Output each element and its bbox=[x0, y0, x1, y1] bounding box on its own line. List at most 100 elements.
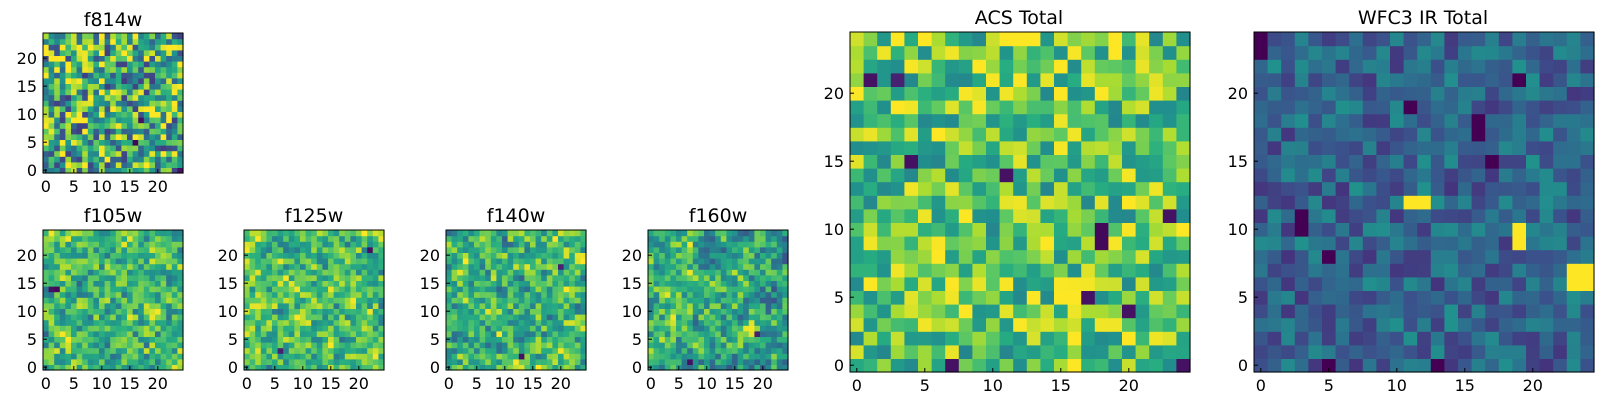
heatmap-cell bbox=[76, 246, 83, 253]
heatmap-cell bbox=[160, 83, 167, 90]
heatmap-cell bbox=[1013, 140, 1028, 155]
heatmap-cell bbox=[1294, 72, 1309, 87]
heatmap-cell bbox=[676, 235, 683, 242]
heatmap-cell bbox=[552, 342, 559, 349]
heatmap-cell bbox=[1471, 331, 1486, 346]
heatmap-cell bbox=[344, 269, 351, 276]
heatmap-cell bbox=[339, 269, 346, 276]
heatmap-cell bbox=[115, 117, 122, 124]
heatmap-cell bbox=[743, 364, 750, 371]
panel-title: WFC3 IR Total bbox=[1358, 7, 1488, 29]
heatmap-cell bbox=[1417, 195, 1432, 210]
heatmap-cell bbox=[479, 297, 486, 304]
heatmap-cell bbox=[535, 241, 542, 248]
heatmap-cell bbox=[863, 140, 878, 155]
heatmap-cell bbox=[138, 347, 145, 354]
heatmap-cell bbox=[1539, 127, 1554, 142]
heatmap-cell bbox=[177, 100, 184, 107]
heatmap-cell bbox=[339, 263, 346, 270]
heatmap-cell bbox=[709, 263, 716, 270]
heatmap-cell bbox=[1013, 263, 1028, 278]
heatmap-cell bbox=[1135, 304, 1150, 319]
y-tick-label: 0 bbox=[632, 358, 642, 377]
heatmap-cell bbox=[59, 263, 66, 270]
heatmap-cell bbox=[283, 246, 290, 253]
heatmap-cell bbox=[1108, 72, 1123, 87]
heatmap-cell bbox=[931, 290, 946, 305]
heatmap-cell bbox=[121, 342, 128, 349]
heatmap-cell bbox=[361, 230, 368, 237]
heatmap-cell bbox=[244, 263, 251, 270]
heatmap-cell bbox=[1176, 168, 1191, 183]
heatmap-cell bbox=[958, 59, 973, 74]
heatmap-cell bbox=[367, 252, 374, 259]
heatmap-cell bbox=[127, 145, 134, 152]
heatmap-cell bbox=[765, 353, 772, 360]
heatmap-cell bbox=[574, 302, 581, 309]
heatmap-cell bbox=[149, 319, 156, 326]
heatmap-cell bbox=[171, 111, 178, 118]
heatmap-cell bbox=[541, 308, 548, 315]
heatmap-cell bbox=[1349, 236, 1364, 251]
heatmap-cell bbox=[958, 358, 973, 373]
heatmap-cell bbox=[530, 342, 537, 349]
heatmap-cell bbox=[502, 319, 509, 326]
heatmap-cell bbox=[160, 66, 167, 73]
heatmap-cell bbox=[558, 302, 565, 309]
heatmap-cell bbox=[732, 347, 739, 354]
heatmap-cell bbox=[558, 330, 565, 337]
heatmap-cell bbox=[1417, 113, 1432, 128]
heatmap-cell bbox=[659, 297, 666, 304]
heatmap-cell bbox=[93, 66, 100, 73]
heatmap-cell bbox=[726, 252, 733, 259]
heatmap-cell bbox=[676, 358, 683, 365]
heatmap-cell bbox=[1444, 358, 1459, 373]
heatmap-cell bbox=[1135, 195, 1150, 210]
heatmap-cell bbox=[138, 55, 145, 62]
heatmap-cell bbox=[367, 263, 374, 270]
heatmap-cell bbox=[490, 246, 497, 253]
heatmap-cell bbox=[361, 336, 368, 343]
heatmap-cell bbox=[87, 347, 94, 354]
heatmap-cell bbox=[127, 100, 134, 107]
heatmap-cell bbox=[1553, 358, 1568, 373]
heatmap-cell bbox=[272, 319, 279, 326]
heatmap-cell bbox=[1335, 276, 1350, 291]
heatmap-cell bbox=[877, 59, 892, 74]
heatmap-cell bbox=[143, 314, 150, 321]
heatmap-cell bbox=[1108, 358, 1123, 373]
heatmap-cell bbox=[149, 128, 156, 135]
heatmap-cell bbox=[507, 347, 514, 354]
heatmap-cell bbox=[715, 319, 722, 326]
heatmap-cell bbox=[283, 263, 290, 270]
heatmap-cell bbox=[1094, 249, 1109, 264]
heatmap-cell bbox=[59, 280, 66, 287]
heatmap-cell bbox=[87, 291, 94, 298]
heatmap-cell bbox=[1026, 154, 1041, 169]
heatmap-cell bbox=[1417, 331, 1432, 346]
heatmap-cell bbox=[496, 342, 503, 349]
heatmap-cell bbox=[670, 353, 677, 360]
heatmap-cell bbox=[138, 111, 145, 118]
heatmap-cell bbox=[918, 331, 933, 346]
heatmap-cell bbox=[322, 353, 329, 360]
heatmap-cell bbox=[945, 358, 960, 373]
heatmap-cell bbox=[132, 291, 139, 298]
heatmap-cell bbox=[513, 308, 520, 315]
heatmap-cell bbox=[93, 330, 100, 337]
heatmap-cell bbox=[367, 297, 374, 304]
heatmap-cell bbox=[82, 291, 89, 298]
heatmap-cell bbox=[765, 252, 772, 259]
heatmap-cell bbox=[692, 314, 699, 321]
heatmap-cell bbox=[294, 291, 301, 298]
heatmap-cell bbox=[659, 274, 666, 281]
heatmap-cell bbox=[541, 358, 548, 365]
heatmap-cell bbox=[1430, 331, 1445, 346]
heatmap-cell bbox=[890, 263, 905, 278]
heatmap-cell bbox=[541, 291, 548, 298]
heatmap-cell bbox=[569, 291, 576, 298]
heatmap-cell bbox=[1553, 290, 1568, 305]
heatmap-cell bbox=[648, 258, 655, 265]
heatmap-cell bbox=[1308, 236, 1323, 251]
heatmap-cell bbox=[535, 319, 542, 326]
